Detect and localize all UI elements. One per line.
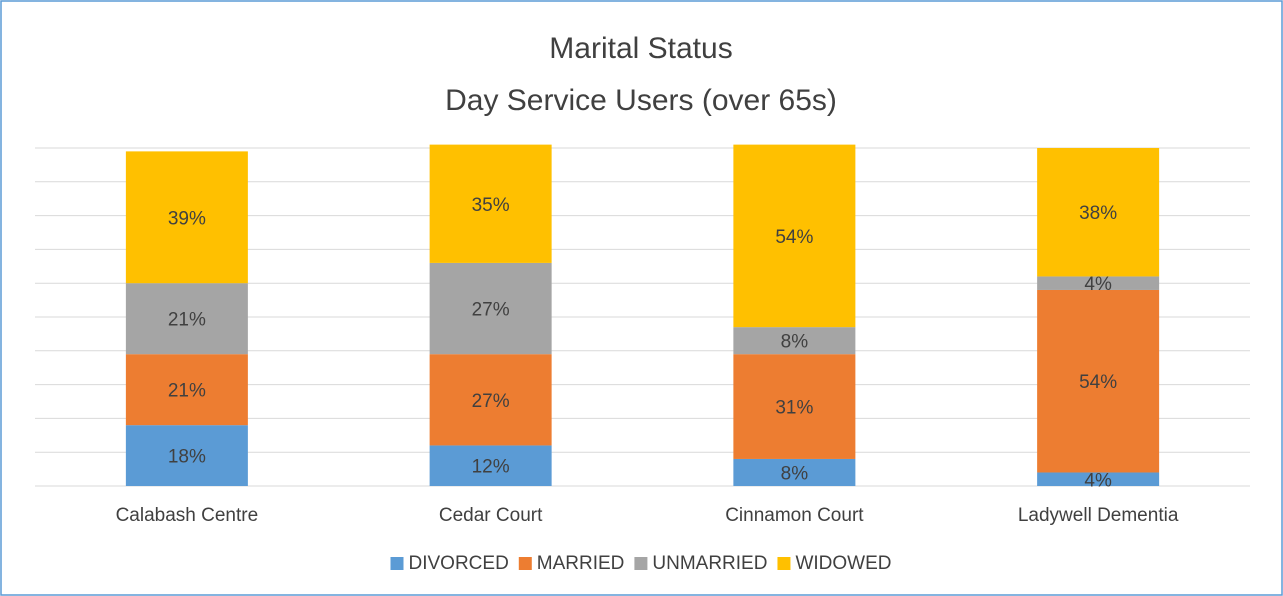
data-label: 21%	[168, 310, 206, 331]
bar-segment	[1037, 148, 1160, 277]
legend-label: UNMARRIED	[652, 553, 767, 574]
bar-segment	[125, 354, 248, 426]
bar-segment	[125, 425, 248, 486]
data-label: 4%	[1084, 274, 1112, 295]
bar-segment	[733, 458, 856, 486]
legend-label: DIVORCED	[409, 553, 509, 574]
bar-segment	[125, 283, 248, 355]
bar-segment	[733, 327, 856, 355]
x-tick-label: Ladywell Dementia	[1018, 505, 1179, 526]
legend-swatch	[518, 557, 532, 570]
data-label: 8%	[781, 463, 809, 484]
data-label: 31%	[775, 398, 813, 419]
bar-segment	[429, 144, 552, 263]
data-label: 8%	[781, 332, 809, 353]
data-label: 27%	[472, 300, 510, 321]
legend-swatch	[634, 557, 648, 570]
bar-segment	[429, 354, 552, 446]
bar-segment	[429, 262, 552, 355]
x-tick-label: Cinnamon Court	[725, 505, 864, 526]
chart-subtitle: Day Service Users (over 65s)	[445, 84, 837, 117]
x-tick-label: Calabash Centre	[116, 505, 259, 526]
bar-segment	[733, 354, 856, 459]
bar-segment	[1037, 276, 1160, 290]
legend-label: WIDOWED	[795, 553, 891, 574]
x-tick-label: Cedar Court	[439, 505, 543, 526]
data-label: 21%	[168, 381, 206, 402]
data-label: 27%	[472, 391, 510, 412]
chart-title: Marital Status	[549, 32, 732, 65]
bar-segment	[1037, 289, 1160, 473]
legend-swatch	[777, 557, 791, 570]
data-label: 35%	[472, 195, 510, 216]
data-label: 54%	[1079, 372, 1117, 393]
data-label: 54%	[775, 227, 813, 248]
legend-swatch	[390, 557, 404, 570]
bar-segment	[1037, 472, 1160, 486]
bar-segment	[733, 144, 856, 328]
data-label: 12%	[472, 457, 510, 478]
data-label: 4%	[1084, 470, 1112, 491]
bar-segment	[125, 151, 248, 284]
data-label: 18%	[168, 447, 206, 468]
data-label: 39%	[168, 208, 206, 229]
bar-segment	[429, 445, 552, 486]
data-label: 38%	[1079, 203, 1117, 224]
legend-label: MARRIED	[537, 553, 625, 574]
